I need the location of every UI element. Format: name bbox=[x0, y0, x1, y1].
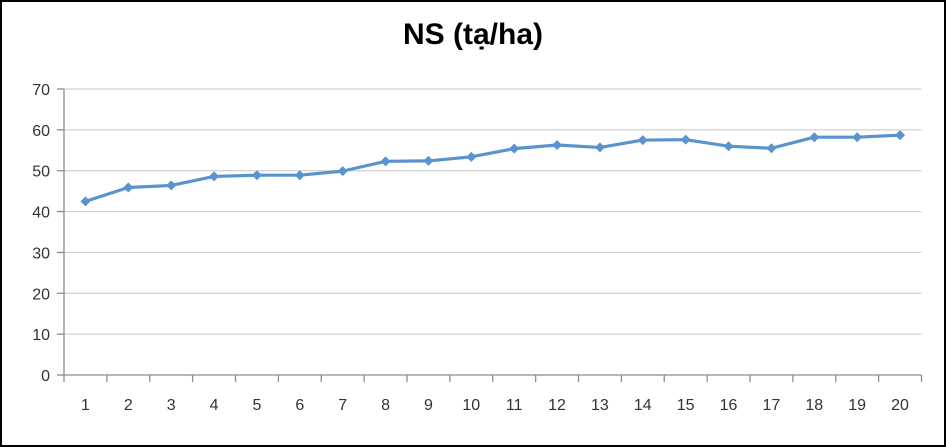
x-axis-tick-label: 7 bbox=[338, 397, 347, 414]
data-point-marker bbox=[509, 143, 520, 154]
x-axis-tick-label: 2 bbox=[124, 397, 133, 414]
x-axis-tick-label: 1 bbox=[81, 397, 90, 414]
x-axis-tick-label: 11 bbox=[506, 397, 523, 414]
x-axis-tick-label: 20 bbox=[891, 397, 909, 414]
y-axis-tick-label: 10 bbox=[32, 327, 50, 344]
y-axis-tick-label: 50 bbox=[32, 164, 50, 181]
data-point-marker bbox=[380, 156, 391, 167]
data-point-marker bbox=[552, 139, 563, 150]
data-point-marker bbox=[594, 142, 605, 153]
y-axis-tick-label: 60 bbox=[32, 123, 50, 140]
y-axis-tick-label: 40 bbox=[32, 205, 50, 222]
x-axis-tick-label: 8 bbox=[381, 397, 390, 414]
data-point-marker bbox=[423, 155, 434, 166]
data-point-marker bbox=[766, 143, 777, 154]
x-axis-tick-label: 19 bbox=[848, 397, 866, 414]
data-point-marker bbox=[294, 170, 305, 181]
x-axis-tick-label: 10 bbox=[462, 397, 480, 414]
data-point-marker bbox=[337, 166, 348, 177]
x-axis-tick-label: 13 bbox=[591, 397, 609, 414]
x-axis-tick-label: 3 bbox=[167, 397, 176, 414]
x-axis-tick-label: 18 bbox=[805, 397, 823, 414]
data-point-marker bbox=[637, 135, 648, 146]
x-axis-tick-label: 15 bbox=[677, 397, 695, 414]
y-axis-tick-label: 0 bbox=[41, 368, 50, 385]
y-axis-tick-label: 20 bbox=[32, 286, 50, 303]
x-axis-tick-label: 12 bbox=[548, 397, 566, 414]
x-axis-tick-label: 5 bbox=[252, 397, 261, 414]
x-axis-tick-label: 9 bbox=[424, 397, 433, 414]
x-axis-tick-label: 4 bbox=[210, 397, 219, 414]
data-point-marker bbox=[809, 132, 820, 143]
data-point-marker bbox=[209, 171, 220, 182]
chart-title: NS (tạ/ha) bbox=[402, 18, 543, 51]
data-point-marker bbox=[680, 134, 691, 145]
y-axis-tick-label: 70 bbox=[32, 82, 50, 99]
data-point-marker bbox=[466, 151, 477, 162]
y-axis-tick-label: 30 bbox=[32, 245, 50, 262]
data-point-marker bbox=[251, 170, 262, 181]
data-point-marker bbox=[852, 132, 863, 143]
data-point-marker bbox=[123, 182, 134, 193]
data-point-marker bbox=[80, 196, 91, 207]
data-point-marker bbox=[166, 180, 177, 191]
x-axis-tick-label: 6 bbox=[295, 397, 304, 414]
x-axis-tick-label: 16 bbox=[720, 397, 738, 414]
data-line bbox=[83, 133, 902, 203]
data-point-marker bbox=[895, 130, 906, 141]
data-point-marker bbox=[723, 141, 734, 152]
x-axis-tick-label: 14 bbox=[634, 397, 652, 414]
x-axis-tick-label: 17 bbox=[763, 397, 781, 414]
